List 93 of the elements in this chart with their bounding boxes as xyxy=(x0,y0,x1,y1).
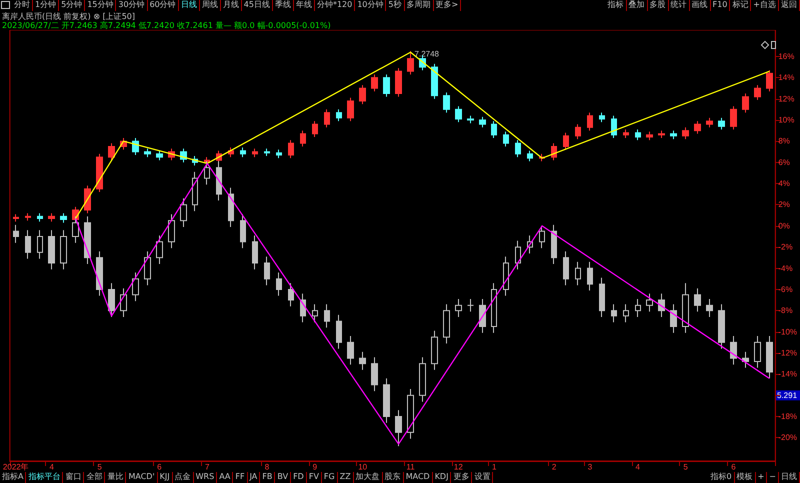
y-tick-label: 8% xyxy=(778,136,790,146)
annotation: 7.2748 xyxy=(414,50,440,59)
text: 1分钟 xyxy=(33,0,60,11)
text: +自选 xyxy=(751,0,779,11)
x-tick-label: 12 xyxy=(454,462,464,472)
text: 季线 xyxy=(272,0,294,11)
text: FV xyxy=(306,472,322,483)
text: 股东 xyxy=(382,472,404,483)
text: 多股 xyxy=(648,0,669,11)
text: 统计 xyxy=(668,0,690,11)
text: 量比 xyxy=(105,472,126,483)
text: 叠加 xyxy=(626,0,648,11)
text: 设置 xyxy=(472,472,494,483)
x-tick-label: 8 xyxy=(264,462,270,472)
text: 指标0 xyxy=(708,472,735,483)
text: 更多> xyxy=(434,0,462,11)
text: MACD' xyxy=(126,472,158,483)
text: FD xyxy=(291,472,307,483)
y-tick-label: 10% xyxy=(778,116,794,125)
text: 全部 xyxy=(84,472,106,483)
text: 指标 xyxy=(606,0,627,11)
y-tick-label: 6% xyxy=(778,158,790,167)
text: 年线 xyxy=(294,0,315,11)
y-tick-label: -14% xyxy=(778,370,798,379)
y-tick-label: 4% xyxy=(778,179,790,188)
x-tick-label: 4 xyxy=(49,462,54,472)
chart-title: 离岸人民币(日线 前复权) ⊗ [上证50] xyxy=(2,11,135,21)
y-tick-label: -2% xyxy=(778,242,793,252)
text: FF xyxy=(233,472,248,483)
text: 点金 xyxy=(172,472,194,483)
text: 周线 xyxy=(200,0,221,11)
text: KJJ xyxy=(158,472,173,483)
y-tick-label: 14% xyxy=(778,73,794,82)
x-tick-label: 5 xyxy=(97,462,102,472)
y-tick-label: -6% xyxy=(778,284,793,294)
text: WRS xyxy=(194,472,218,483)
text: JA xyxy=(248,472,260,483)
y-tick-label: 16% xyxy=(778,52,794,61)
y-tick-label: -20% xyxy=(778,433,798,442)
text: 日线 xyxy=(178,0,200,11)
text: FG xyxy=(322,472,338,483)
text: 日线 xyxy=(779,472,800,483)
text: 指标平台 xyxy=(26,472,64,483)
x-tick-label: 5 xyxy=(683,462,688,472)
text: 10分钟 xyxy=(355,0,386,11)
text: 加大盘 xyxy=(354,472,383,483)
y-tick-label: -18% xyxy=(778,412,798,422)
x-tick-label: 2022年 xyxy=(2,462,29,472)
x-tick-label: 1 xyxy=(492,462,498,472)
annotation: 5.291 xyxy=(777,390,798,400)
x-tick-label: 3 xyxy=(588,462,593,472)
chart-subtitle: 2023/06/27/二 开7.2463 高7.2494 低7.2420 收7.2461 量— 额0.0 幅-0.0005(-0.01%) xyxy=(2,20,331,31)
text: F10 xyxy=(710,0,730,11)
y-tick-label: -8% xyxy=(778,306,793,316)
text: 月线 xyxy=(220,0,242,11)
text: 15分钟 xyxy=(85,0,116,11)
text: 更多 xyxy=(451,472,472,483)
text: + xyxy=(756,472,768,483)
text: 画线 xyxy=(690,0,711,11)
x-tick-label: 6 xyxy=(731,462,736,472)
text: 45日线 xyxy=(242,0,273,11)
text: FB xyxy=(260,472,276,483)
y-tick-label: 0% xyxy=(778,221,790,230)
text: 返回 xyxy=(779,0,800,11)
x-tick-label: 6 xyxy=(157,462,162,472)
y-tick-label: -10% xyxy=(778,327,798,336)
text: 60分钟 xyxy=(148,0,179,11)
y-tick-label: 2% xyxy=(778,200,790,210)
text: MACD xyxy=(404,472,433,483)
text: 30分钟 xyxy=(116,0,148,11)
x-tick-label: 7 xyxy=(204,462,210,472)
x-tick-label: 4 xyxy=(636,462,641,472)
y-tick-label: -4% xyxy=(778,264,793,273)
x-tick-label: 10 xyxy=(358,462,368,472)
text: − xyxy=(767,472,779,483)
text: 分时 xyxy=(12,0,33,11)
text: 窗口 xyxy=(63,472,84,483)
text: 5分钟 xyxy=(59,0,86,11)
text: 多周期 xyxy=(404,0,434,11)
text: AA xyxy=(217,472,234,483)
text: 分钟*120 xyxy=(314,0,356,11)
x-tick-label: 2 xyxy=(552,462,557,472)
text: 5秒 xyxy=(386,0,404,11)
text: 模板 xyxy=(734,472,756,483)
text: KDJ xyxy=(432,472,452,483)
x-tick-label: 9 xyxy=(312,462,318,472)
y-tick-label: -12% xyxy=(778,348,798,358)
text: BV xyxy=(275,472,292,483)
text: ZZ xyxy=(338,472,354,483)
x-tick-label: 11 xyxy=(406,462,416,472)
text: 标记 xyxy=(730,0,752,11)
y-tick-label: 12% xyxy=(778,94,794,104)
text: 指标A xyxy=(0,472,26,483)
